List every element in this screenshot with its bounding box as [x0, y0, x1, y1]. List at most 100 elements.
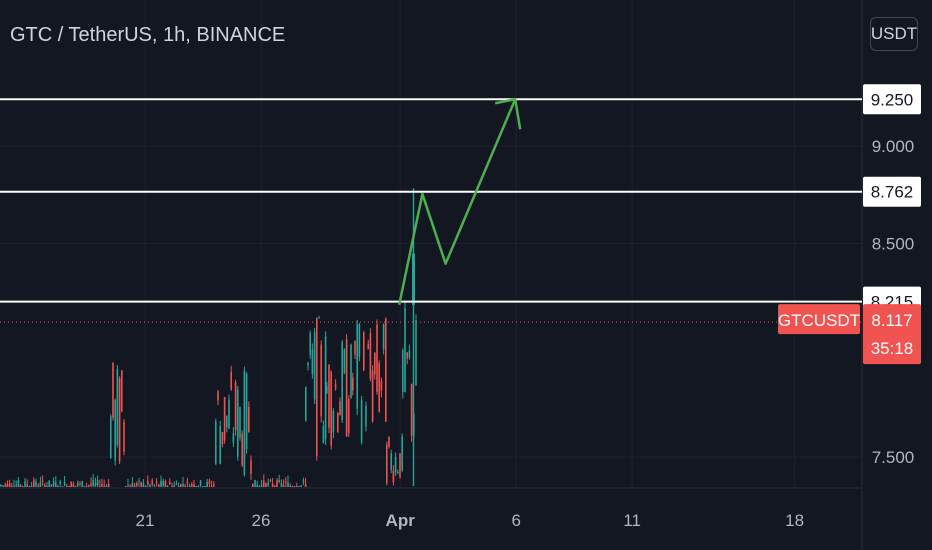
candle-body — [202, 486, 204, 487]
candle-body — [166, 486, 169, 487]
candle-body — [337, 412, 339, 432]
candle-body — [343, 349, 346, 373]
candle-body — [164, 481, 167, 487]
time-tick-label: 6 — [511, 511, 520, 530]
candle-body — [217, 391, 219, 401]
candle-body — [322, 425, 325, 443]
candle-body — [19, 485, 22, 487]
candle-body — [210, 486, 213, 487]
projection-line[interactable] — [397, 98, 517, 306]
candle-body — [77, 482, 79, 487]
candle-body — [26, 484, 28, 487]
candle-body — [129, 486, 131, 487]
candle-body — [57, 486, 59, 487]
candle-body — [243, 370, 246, 475]
candle-body — [41, 480, 44, 482]
candle-body — [265, 483, 267, 487]
candle-body — [378, 363, 380, 412]
candle-body — [316, 318, 318, 457]
candle-body — [180, 484, 182, 487]
candle-body — [44, 485, 46, 487]
candle-body — [188, 486, 191, 487]
level-price-tag — [863, 84, 921, 115]
candle-body — [237, 389, 239, 457]
candle-body — [221, 431, 224, 445]
candle-body — [153, 484, 156, 486]
candle-body — [206, 482, 208, 487]
candle-body — [269, 480, 272, 482]
candle-body — [158, 484, 160, 487]
candle-body — [380, 380, 383, 391]
candle-body — [230, 371, 232, 390]
candle-body — [101, 483, 103, 487]
candle-body — [300, 485, 302, 487]
candle-body — [52, 481, 55, 487]
candle-body — [388, 436, 390, 447]
candle-body — [140, 482, 142, 487]
countdown-label: 35:18 — [871, 339, 914, 358]
candle-body — [371, 370, 374, 422]
candle-body — [399, 453, 401, 478]
candle-body — [334, 384, 337, 389]
price-tick-label: 9.000 — [872, 137, 915, 156]
candle-body — [186, 481, 189, 483]
candle-body — [90, 483, 92, 486]
level-price-tag — [863, 176, 921, 207]
candle-body — [48, 480, 50, 487]
candle-body — [263, 480, 265, 487]
candle-body — [33, 480, 35, 487]
candle-body — [171, 486, 173, 487]
candle-body — [276, 480, 278, 487]
candle-body — [193, 484, 195, 487]
candle-body — [360, 399, 363, 443]
candle-body — [356, 324, 358, 409]
candle-body — [191, 484, 193, 487]
candle-body — [250, 460, 252, 474]
candle-body — [133, 485, 136, 487]
candle-body — [332, 410, 335, 433]
candle-body — [4, 484, 6, 487]
support-resistance-levels — [0, 98, 862, 323]
candle-body — [208, 481, 211, 484]
candle-body — [175, 483, 178, 485]
candle-body — [260, 484, 263, 487]
time-tick-label: 26 — [252, 511, 271, 530]
candle-body — [11, 486, 13, 487]
candle-body — [144, 486, 147, 487]
candle-body — [258, 485, 261, 487]
candle-body — [22, 486, 24, 487]
candle-body — [254, 479, 256, 487]
time-axis: 21 26 Apr 6 11 18 — [136, 511, 805, 530]
candle-body — [199, 480, 202, 486]
candle-body — [127, 485, 129, 487]
candle-body — [341, 342, 343, 421]
candle-body — [374, 352, 376, 375]
candle-body — [274, 486, 276, 487]
time-tick-label: 11 — [623, 511, 641, 530]
candle-body — [367, 344, 369, 349]
candle-body — [169, 482, 171, 485]
candle-body — [74, 485, 77, 487]
candle-body — [228, 399, 230, 429]
candle-body — [234, 382, 237, 431]
candle-body — [46, 486, 48, 487]
candle-body — [213, 484, 215, 487]
candle-body — [304, 484, 307, 487]
candle-body — [390, 453, 392, 470]
candle-body — [160, 480, 162, 487]
candle-body — [256, 484, 258, 487]
candle-body — [37, 486, 39, 487]
candle-body — [114, 400, 116, 461]
candle-body — [112, 362, 114, 419]
current-price-label: 8.117 — [871, 311, 912, 330]
candle-body — [99, 486, 101, 487]
candle-body — [350, 344, 352, 398]
currency-button[interactable]: USDT — [870, 17, 918, 51]
candle-body — [232, 433, 235, 443]
candle-body — [59, 481, 61, 484]
price-candles — [0, 188, 417, 487]
candle-body — [184, 486, 186, 487]
candle-body — [121, 370, 123, 412]
